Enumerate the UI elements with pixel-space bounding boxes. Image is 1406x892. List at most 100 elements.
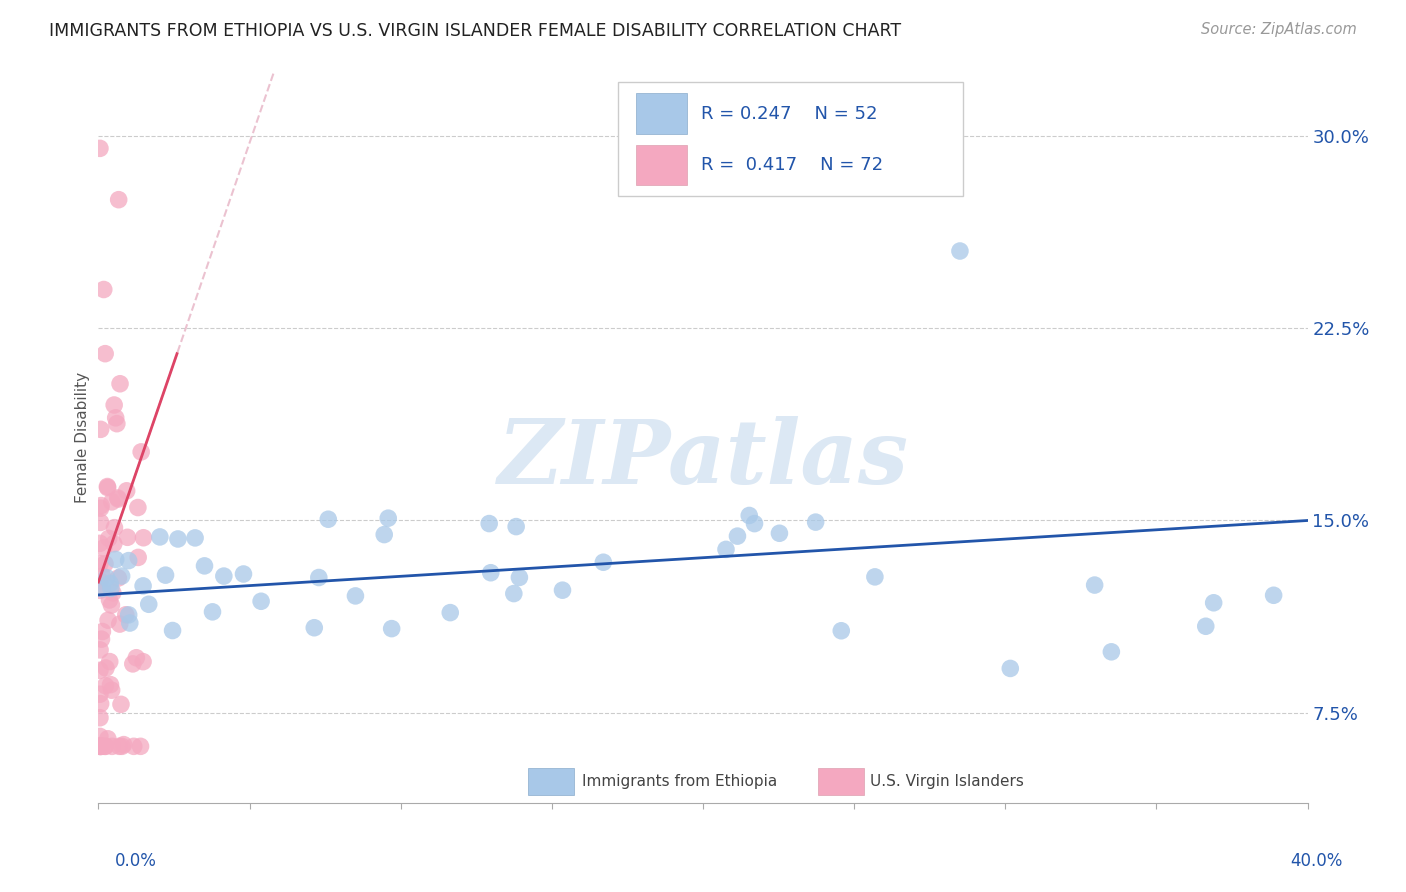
Point [90,739,112,754]
Point [132,579,155,593]
Point [1195,619,1218,633]
Point [308,570,330,584]
Point [107,491,129,505]
Point [101,495,124,509]
Point [232,566,254,581]
Point [91,624,114,639]
Point [122,739,145,754]
Point [107,193,129,207]
Point [94,661,117,675]
Point [117,530,139,544]
Point [96,479,118,493]
Point [1000,661,1022,675]
Text: Source: ZipAtlas.com: Source: ZipAtlas.com [1201,22,1357,37]
Text: IMMIGRANTS FROM ETHIOPIA VS U.S. VIRGIN ISLANDER FEMALE DISABILITY CORRELATION C: IMMIGRANTS FROM ETHIOPIA VS U.S. VIRGIN … [49,22,901,40]
FancyBboxPatch shape [818,768,863,796]
Point [155,568,177,582]
Point [90,739,112,754]
FancyBboxPatch shape [619,82,963,195]
Point [94,739,117,754]
Point [744,516,766,531]
FancyBboxPatch shape [527,768,574,796]
Point [101,739,124,754]
Point [94,346,117,360]
Point [108,739,131,754]
Point [91,569,114,583]
Point [97,481,120,495]
Point [949,244,972,258]
Point [381,622,404,636]
Point [98,576,121,591]
Point [93,283,115,297]
Point [105,417,128,431]
Point [108,376,131,391]
Point [114,607,136,622]
Point [132,531,155,545]
Point [100,582,122,596]
Point [90,632,112,647]
Point [1263,588,1285,602]
Text: ZIPatlas: ZIPatlas [498,416,908,502]
Point [89,739,111,754]
Point [768,526,790,541]
Point [551,583,574,598]
Point [98,593,121,607]
Point [89,574,111,588]
Point [89,536,111,550]
Text: 0.0%: 0.0% [115,852,157,870]
Point [98,655,121,669]
Point [121,657,143,671]
Point [90,697,112,711]
Point [89,739,111,754]
Point [97,731,120,746]
Point [96,571,118,585]
FancyBboxPatch shape [637,94,688,134]
Point [1202,596,1225,610]
Point [738,508,761,523]
Point [316,512,339,526]
Point [90,499,112,513]
Point [111,739,134,754]
Point [118,607,141,622]
Point [94,739,117,754]
Point [115,483,138,498]
Point [89,643,111,657]
Point [104,552,127,566]
Point [1084,578,1107,592]
Point [89,141,111,155]
Point [103,537,125,551]
Point [108,617,131,632]
Point [94,557,117,571]
Point [125,650,148,665]
Point [89,711,111,725]
Point [89,583,111,598]
Point [592,555,614,569]
Point [90,422,112,436]
FancyBboxPatch shape [637,145,688,185]
Text: R = 0.247    N = 52: R = 0.247 N = 52 [700,104,877,123]
Point [478,516,501,531]
Point [89,663,111,677]
Point [117,553,139,567]
Text: U.S. Virgin Islanders: U.S. Virgin Islanders [870,774,1024,789]
Point [250,594,273,608]
Point [107,571,129,585]
Y-axis label: Female Disability: Female Disability [75,371,90,503]
Point [89,557,111,571]
Point [162,624,184,638]
Point [479,566,502,580]
Point [193,558,215,573]
Text: Immigrants from Ethiopia: Immigrants from Ethiopia [582,774,778,789]
Point [138,597,160,611]
Text: R =  0.417    N = 72: R = 0.417 N = 72 [700,156,883,174]
Point [100,598,122,612]
Point [373,527,395,541]
Point [100,678,122,692]
Point [830,624,852,638]
Point [94,679,117,693]
Point [201,605,224,619]
Point [127,500,149,515]
Point [90,516,112,530]
Point [93,541,115,555]
Point [863,570,886,584]
